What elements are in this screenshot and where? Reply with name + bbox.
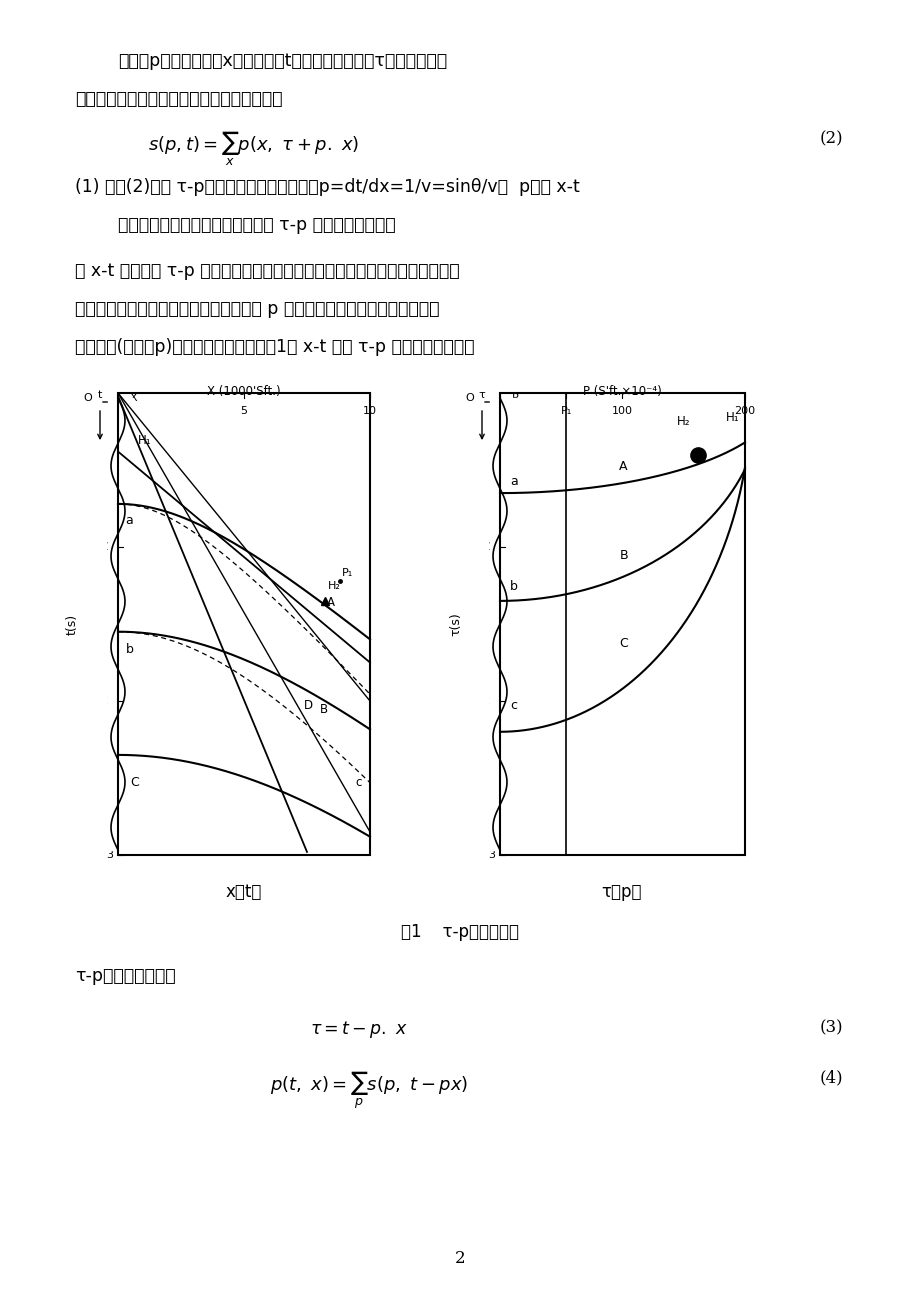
Text: τ－p域: τ－p域: [601, 883, 641, 901]
Text: 10: 10: [363, 406, 377, 417]
Text: P₁: P₁: [560, 406, 571, 417]
Text: t(s): t(s): [65, 613, 78, 634]
Text: 2: 2: [106, 697, 113, 706]
Text: 从 x-t 域变换到 τ-p 域，在数学上讲就是作一次坐标变换，在物理意义上是利: 从 x-t 域变换到 τ-p 域，在数学上讲就是作一次坐标变换，在物理意义上是利: [75, 262, 460, 280]
Text: b: b: [125, 643, 133, 656]
Text: $p(t,\ x) = \sum_{p} s(p,\ t - px)$: $p(t,\ x) = \sum_{p} s(p,\ t - px)$: [269, 1069, 468, 1111]
Text: A: A: [326, 596, 335, 609]
Text: (3): (3): [819, 1019, 843, 1036]
Text: 图1    τ-p变换示意图: 图1 τ-p变换示意图: [401, 923, 518, 941]
Text: 式中，p是射线参量，x是炮检距，t是双程旅行时间，τ是线性时差时: 式中，p是射线参量，x是炮检距，t是双程旅行时间，τ是线性时差时: [118, 52, 447, 70]
Text: 间。第二步对炮检距轴线上的数据求和得到：: 间。第二步对炮检距轴线上的数据求和得到：: [75, 90, 282, 108]
Bar: [118, 393, 369, 855]
Text: 3: 3: [106, 850, 113, 861]
Text: x－t域: x－t域: [225, 883, 262, 901]
Bar: [499, 393, 744, 855]
Text: 域中双曲线的切线斜率，其截距是 τ-p 是射线的入射角。: 域中双曲线的切线斜率，其截距是 τ-p 是射线的入射角。: [118, 216, 395, 234]
Text: 1: 1: [487, 542, 494, 552]
Text: 100: 100: [611, 406, 632, 417]
Text: 2: 2: [487, 697, 494, 706]
Text: c: c: [509, 699, 516, 712]
Text: X: X: [130, 393, 138, 404]
Text: O: O: [465, 393, 473, 404]
Text: P: P: [512, 393, 518, 404]
Text: τ: τ: [478, 391, 485, 400]
Bar: [118, 393, 369, 855]
Text: 用相邻道地震数据的相干性，沿某一给定 p 值作倾斜叠加，这反映了时距双曲: 用相邻道地震数据的相干性，沿某一给定 p 值作倾斜叠加，这反映了时距双曲: [75, 299, 439, 318]
Text: 2: 2: [454, 1250, 465, 1267]
Text: a: a: [125, 514, 133, 527]
Text: X (1000'Sft.): X (1000'Sft.): [207, 385, 280, 398]
Text: 线与直线(斜率为p)切点处的振幅特征。图1是 x-t 域到 τ-p 域变换的示意图。: 线与直线(斜率为p)切点处的振幅特征。图1是 x-t 域到 τ-p 域变换的示意…: [75, 339, 474, 355]
Bar: [499, 393, 744, 855]
Text: H₁: H₁: [138, 434, 152, 447]
Text: B: B: [618, 549, 628, 562]
Text: τ(s): τ(s): [449, 612, 462, 635]
Text: 200: 200: [733, 406, 754, 417]
Text: H₁: H₁: [726, 411, 739, 424]
Text: H₂: H₂: [675, 415, 689, 428]
Text: 5: 5: [240, 406, 247, 417]
Text: 0: 0: [496, 406, 503, 417]
Text: H₂: H₂: [327, 581, 340, 591]
Text: C: C: [130, 776, 139, 789]
Text: a: a: [509, 475, 517, 488]
Text: (4): (4): [819, 1069, 843, 1086]
Text: 1: 1: [106, 542, 113, 552]
Text: $s(p, t) = \sum_{x} p(x,\ \tau + p.\ x)$: $s(p, t) = \sum_{x} p(x,\ \tau + p.\ x)$: [148, 130, 359, 168]
Text: t: t: [97, 391, 102, 400]
Text: 3: 3: [487, 850, 494, 861]
Text: (2): (2): [819, 130, 843, 147]
Text: C: C: [618, 637, 628, 650]
Text: b: b: [509, 581, 517, 594]
Text: 3: 3: [108, 836, 115, 846]
Text: A: A: [618, 460, 627, 473]
Text: P (S'ft.×10⁻⁴): P (S'ft.×10⁻⁴): [582, 385, 661, 398]
Text: c: c: [355, 776, 361, 789]
Text: (1) 式和(2)式是 τ-p变换的基本方程，其中，p=dt/dx=1/v=sinθ/v，  p就是 x-t: (1) 式和(2)式是 τ-p变换的基本方程，其中，p=dt/dx=1/v=si…: [75, 178, 579, 197]
Text: 0: 0: [114, 406, 121, 417]
Text: D: D: [303, 699, 312, 712]
Text: B: B: [319, 703, 327, 716]
Text: O: O: [83, 393, 92, 404]
Text: P₁: P₁: [341, 568, 353, 578]
Text: $\tau =t-p.\ x$: $\tau =t-p.\ x$: [310, 1019, 407, 1040]
Text: τ-p反变换公式是：: τ-p反变换公式是：: [75, 967, 176, 986]
